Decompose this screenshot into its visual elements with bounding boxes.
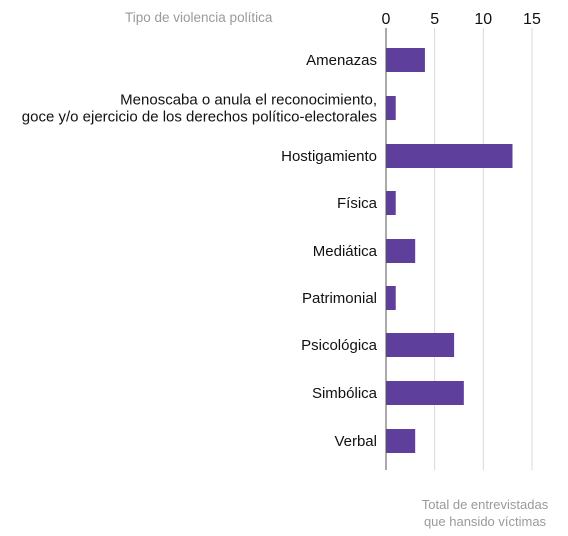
category-label: Simbólica [312,385,378,402]
bar [386,429,416,453]
category-label: Patrimonial [302,290,377,307]
category-label: Hostigamiento [281,148,377,165]
category-label: Psicológica [301,337,378,354]
x-tick-label: 10 [474,11,492,28]
category-label: Menoscaba o anula el reconocimiento, [120,92,377,109]
x-tick-label: 5 [430,11,439,28]
bar [386,96,396,120]
x-axis-label: Total de entrevistadas [422,497,549,512]
x-axis-label: que hansido víctimas [424,514,547,529]
bar [386,333,455,357]
chart-title: Tipo de violencia política [125,10,273,25]
category-label: Física [337,195,378,212]
x-tick-label: 15 [523,11,541,28]
bar [386,191,396,215]
bar [386,381,464,405]
category-label: Verbal [334,433,377,450]
bar [386,239,416,263]
bar [386,48,425,72]
category-label: goce y/o ejercicio de los derechos polít… [22,109,377,126]
category-label: Mediática [313,243,378,260]
bar [386,286,396,310]
category-label: Amenazas [306,52,377,69]
bar [386,144,513,168]
x-tick-label: 0 [382,11,391,28]
